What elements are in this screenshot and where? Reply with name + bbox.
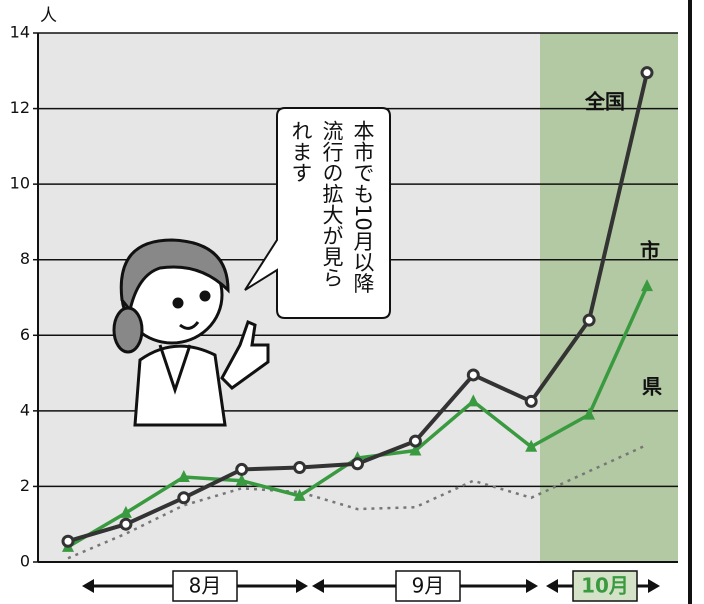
- point: [293, 488, 306, 501]
- point: [235, 462, 249, 476]
- month-label: 8月: [189, 574, 222, 598]
- point: [640, 66, 654, 80]
- point: [351, 457, 364, 471]
- point: [467, 394, 480, 407]
- month-box: [572, 570, 638, 602]
- point: [583, 407, 596, 420]
- y-tick-label: 0: [20, 552, 30, 571]
- series-label: 全国: [584, 90, 625, 114]
- month-box: [395, 570, 461, 602]
- point: [641, 279, 653, 292]
- month-axis: 8月 9月 10月: [82, 570, 660, 602]
- point: [524, 394, 538, 408]
- y-tick-label: 2: [20, 476, 30, 495]
- annotation: 本市でも10月以降: [351, 120, 375, 294]
- y-tick-label: 14: [10, 23, 30, 42]
- series-line: [67, 443, 648, 560]
- character: [112, 238, 270, 427]
- series-label: 市: [640, 239, 660, 263]
- y-tick-label: 10: [10, 174, 30, 193]
- speech-bubble: [244, 107, 391, 319]
- point: [409, 443, 422, 456]
- arrow-head: [296, 579, 308, 593]
- y-unit: 人: [40, 6, 57, 26]
- point: [293, 461, 307, 475]
- arrow-head: [648, 579, 660, 593]
- arrow-head: [526, 579, 538, 593]
- point: [466, 368, 480, 382]
- series-label: 県: [642, 375, 662, 399]
- y-tick-label: 8: [20, 249, 30, 268]
- point: [177, 469, 190, 482]
- point: [119, 517, 133, 531]
- annotation: れます: [289, 120, 313, 183]
- arrow-head: [546, 579, 558, 593]
- y-tick-label: 4: [20, 400, 30, 419]
- month-label: 9月: [412, 574, 445, 598]
- point: [582, 313, 596, 327]
- arrow-head: [82, 579, 94, 593]
- highlight-region: [540, 33, 678, 562]
- month-box: [172, 570, 238, 602]
- point: [177, 491, 191, 505]
- month-label: 10月: [581, 574, 629, 598]
- point: [235, 473, 248, 486]
- annotation: 流行の拡大が見ら: [320, 120, 344, 288]
- y-tick-label: 6: [20, 325, 30, 344]
- y-tick-label: 12: [10, 98, 30, 117]
- point: [408, 434, 422, 448]
- point: [525, 439, 538, 452]
- arrow-head: [312, 579, 324, 593]
- point: [119, 505, 132, 518]
- point: [61, 534, 75, 548]
